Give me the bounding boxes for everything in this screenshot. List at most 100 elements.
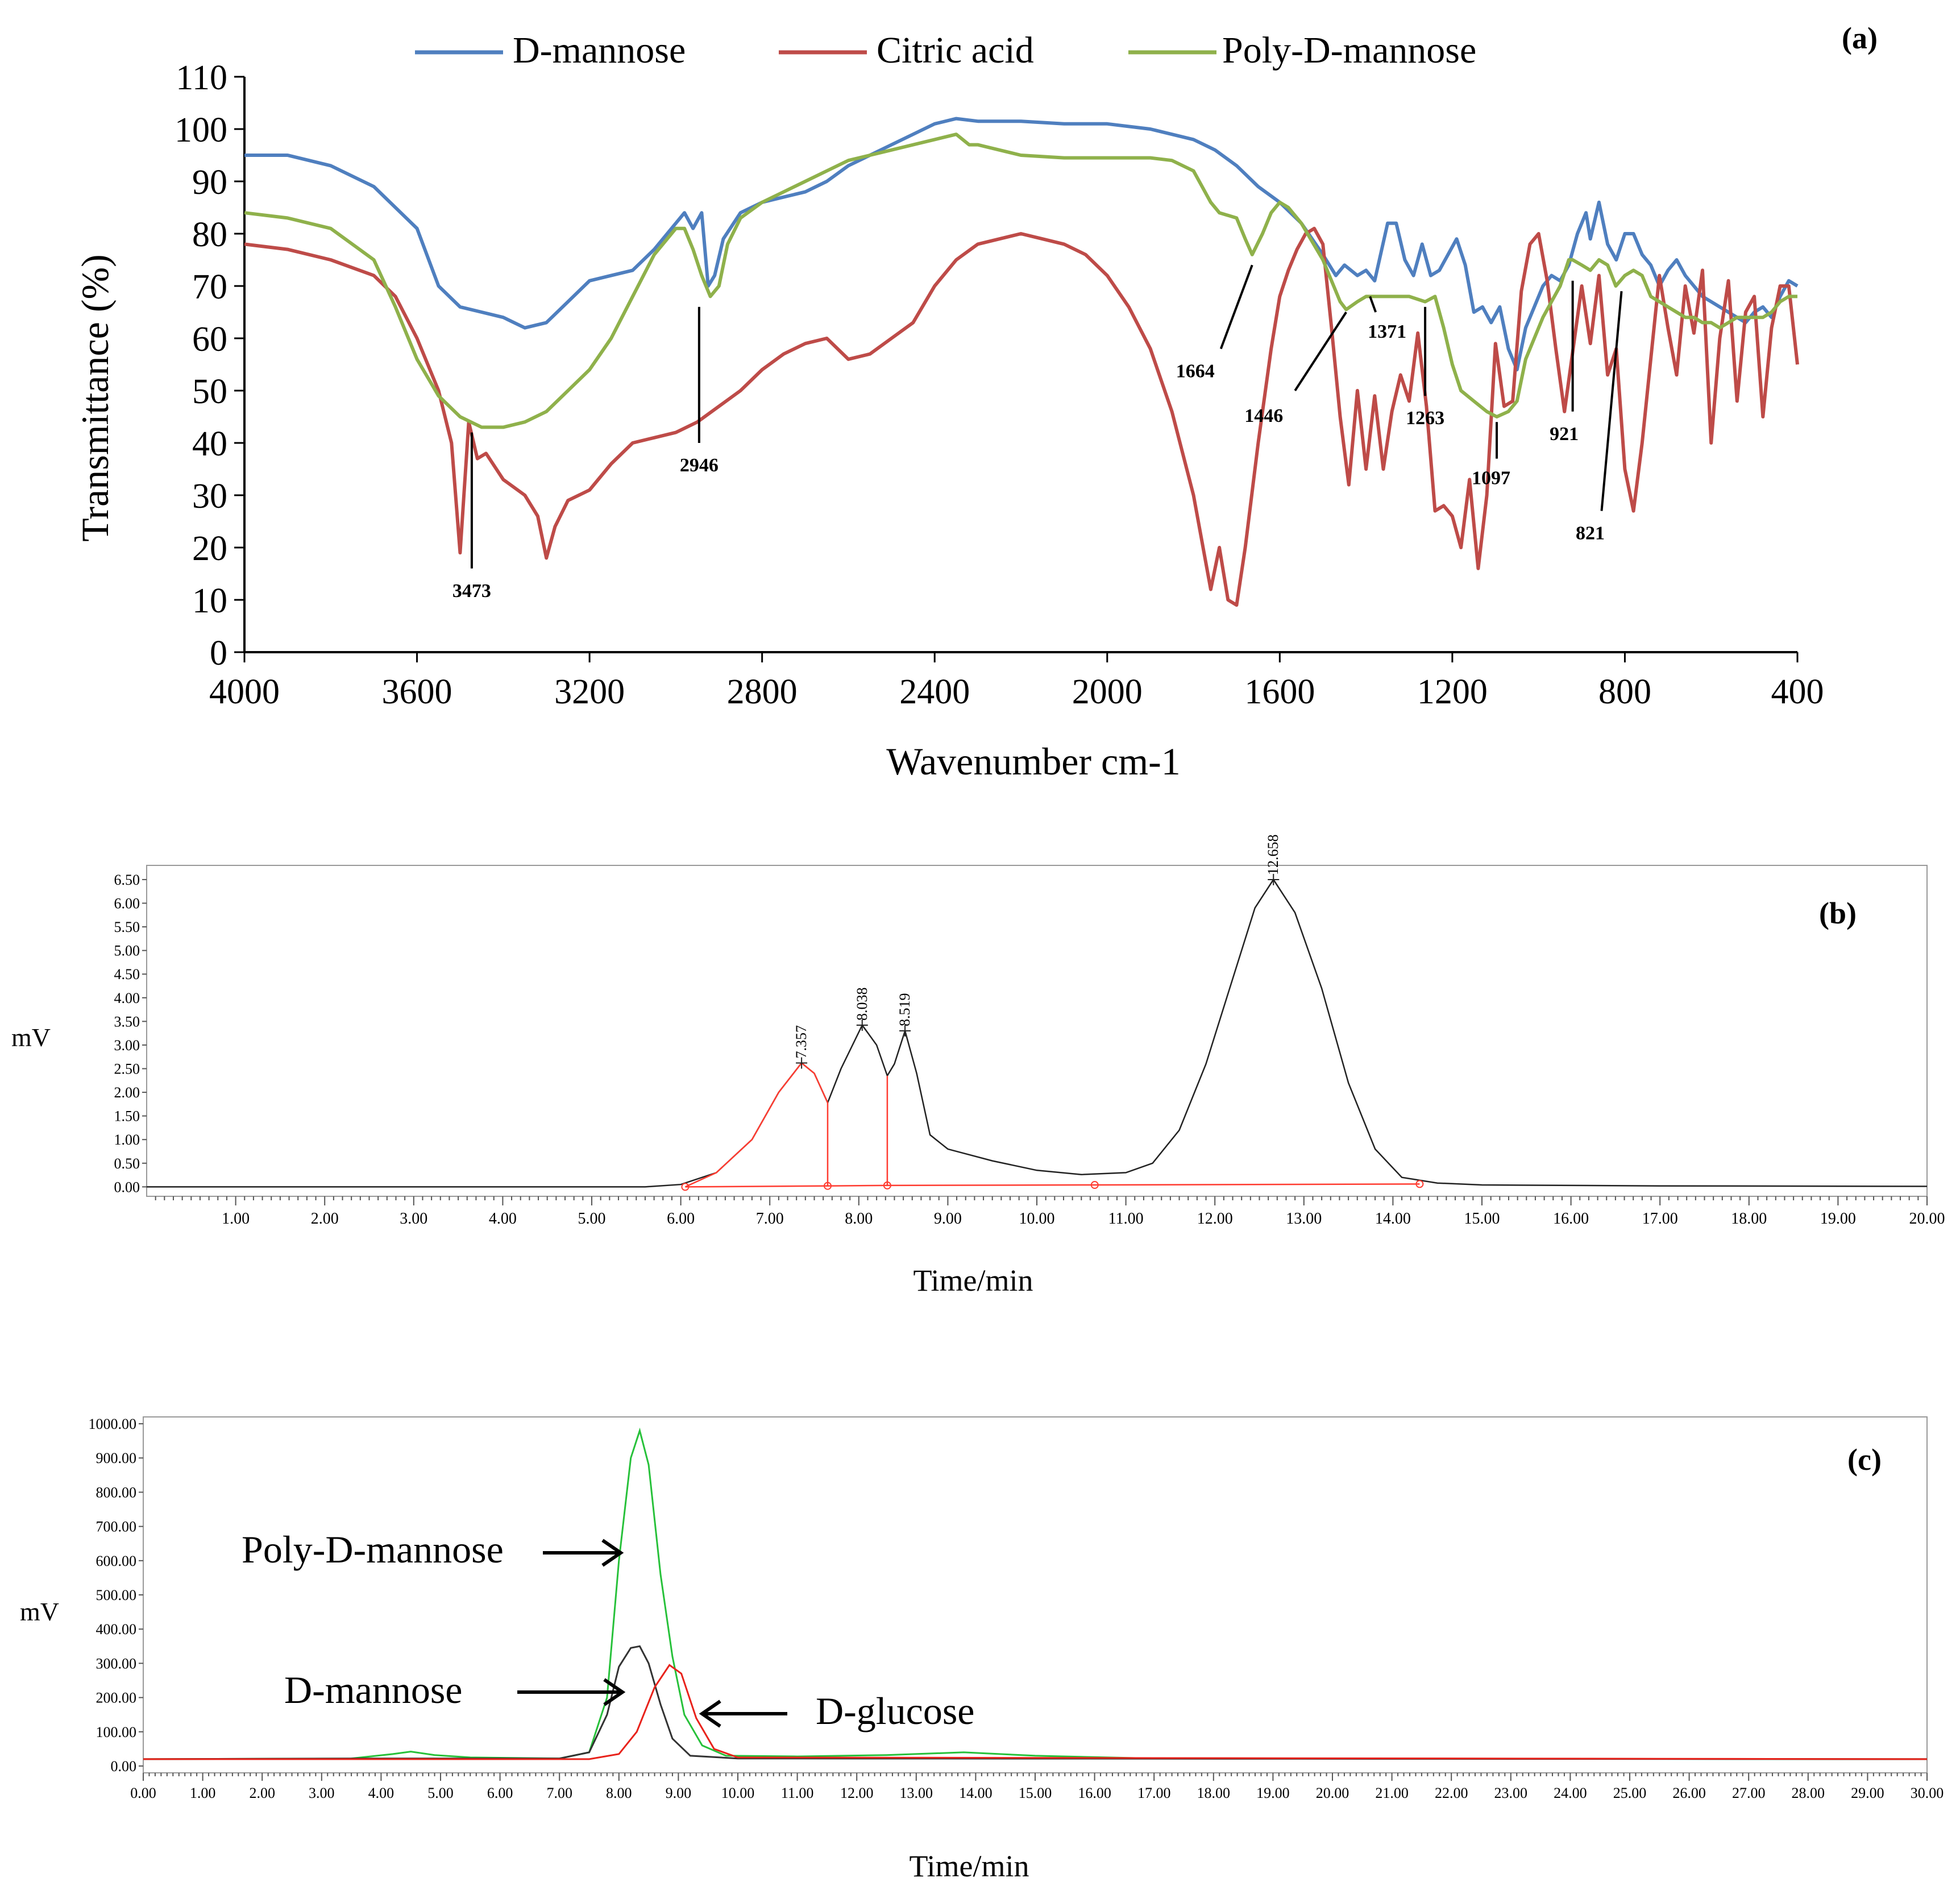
y-tick-label-b: 3.00 [114, 1037, 140, 1054]
annotation-leader-1371 [1369, 296, 1377, 313]
y-tick-label-b: 2.00 [114, 1084, 140, 1101]
x-tick-label-c: 25.00 [1613, 1785, 1647, 1801]
curve-labels-c: Poly-D-mannose D-mannose D-glucose [242, 1528, 974, 1732]
x-tick-label-a: 2400 [899, 673, 970, 711]
y-tick-label-b: 0.50 [114, 1155, 140, 1172]
x-tick-label-c: 5.00 [427, 1785, 454, 1801]
x-tick-label-c: 29.00 [1851, 1785, 1884, 1801]
x-tick-label-a: 400 [1771, 673, 1824, 711]
arrow-d-glucose-head [699, 1700, 721, 1728]
x-tick-label-a: 1200 [1417, 673, 1488, 711]
legend-label-d-mannose: D-mannose [513, 30, 686, 71]
x-tick-label-b: 5.00 [578, 1210, 606, 1228]
x-tick-label-b: 15.00 [1464, 1210, 1500, 1228]
annotations-a: 3473 2946 1664 1446 1371 1263 1097 921 821 [452, 264, 1623, 602]
x-tick-label-c: 19.00 [1256, 1785, 1290, 1801]
axes-a: 0 10 20 30 40 50 60 70 80 90 100 110 4000 3600 3200 280… [175, 59, 1824, 711]
x-tick-label-c: 30.00 [1911, 1785, 1944, 1801]
annotation-label-821: 821 [1576, 523, 1605, 544]
x-tick-label-c: 23.00 [1494, 1785, 1528, 1801]
x-tick-label-c: 28.00 [1792, 1785, 1825, 1801]
x-tick-label-b: 7.00 [756, 1210, 784, 1228]
baseline-marker [1415, 1180, 1424, 1188]
arrow-d-mannose-head [603, 1678, 626, 1706]
x-axis-label-a: Wavenumber cm-1 [886, 740, 1181, 783]
peak-label: 7.357 [793, 1025, 809, 1059]
x-tick-label-b: 10.00 [1019, 1210, 1055, 1228]
y-tick-label-a: 50 [192, 372, 227, 411]
y-tick-label-b: 6.00 [114, 896, 140, 912]
y-tick-label-a: 100 [175, 111, 227, 150]
curve-label-d-glucose: D-glucose [816, 1689, 974, 1732]
annotation-label-1371: 1371 [1368, 321, 1406, 342]
peak-label: 8.519 [896, 993, 913, 1027]
x-tick-label-c: 11.00 [781, 1785, 814, 1801]
curve-label-poly-d-mannose: Poly-D-mannose [242, 1528, 504, 1571]
y-tick-label-c: 900.00 [96, 1450, 137, 1466]
y-tick-label-b: 1.00 [114, 1131, 140, 1148]
y-tick-label-a: 10 [192, 582, 227, 620]
y-tick-label-b: 5.00 [114, 943, 140, 959]
y-tick-label-c: 0.00 [111, 1758, 137, 1775]
y-tick-label-c: 700.00 [96, 1519, 137, 1535]
x-tick-label-b: 18.00 [1731, 1210, 1767, 1228]
annotation-label-1446: 1446 [1244, 405, 1283, 426]
x-tick-label-b: 3.00 [400, 1210, 427, 1228]
annotation-leader-1446 [1294, 311, 1347, 392]
series-group-a [244, 117, 1799, 607]
x-tick-label-c: 12.00 [840, 1785, 874, 1801]
y-tick-label-a: 40 [192, 425, 227, 463]
x-tick-label-c: 15.00 [1019, 1785, 1052, 1801]
y-tick-label-c: 100.00 [96, 1724, 137, 1740]
annotation-label-921: 921 [1550, 424, 1579, 445]
y-tick-label-a: 70 [192, 268, 227, 306]
y-tick-label-a: 110 [176, 59, 227, 97]
y-tick-label-a: 30 [192, 477, 227, 516]
series-line-poly-d-mannose [244, 132, 1797, 429]
y-tick-label-c: 600.00 [96, 1553, 137, 1569]
x-axis-label-b: Time/min [913, 1263, 1033, 1298]
legend-label-citric-acid: Citric acid [877, 30, 1034, 71]
x-tick-label-c: 22.00 [1435, 1785, 1468, 1801]
x-tick-label-c: 21.00 [1375, 1785, 1409, 1801]
x-tick-label-c: 27.00 [1732, 1785, 1766, 1801]
x-tick-label-a: 2000 [1072, 673, 1143, 711]
y-tick-label-c: 800.00 [96, 1484, 137, 1500]
y-tick-label-b: 2.50 [114, 1061, 140, 1077]
x-tick-label-b: 11.00 [1108, 1210, 1144, 1228]
y-axis-label-a: Transmittance (%) [73, 254, 117, 541]
x-tick-label-c: 4.00 [368, 1785, 395, 1801]
x-tick-label-c: 14.00 [959, 1785, 993, 1801]
y-tick-label-a: 80 [192, 215, 227, 254]
x-tick-label-c: 1.00 [190, 1785, 216, 1801]
y-tick-label-c: 200.00 [96, 1690, 137, 1706]
x-tick-label-c: 18.00 [1197, 1785, 1231, 1801]
x-tick-label-a: 800 [1598, 673, 1651, 711]
x-tick-label-c: 9.00 [666, 1785, 692, 1801]
y-tick-label-b: 0.00 [114, 1179, 140, 1195]
series-line-poly-d-mannose [143, 1427, 1928, 1760]
y-tick-label-b: 4.50 [114, 966, 140, 983]
x-tick-label-c: 24.00 [1554, 1785, 1587, 1801]
x-tick-label-b: 1.00 [222, 1210, 250, 1228]
x-tick-label-c: 26.00 [1672, 1785, 1706, 1801]
x-tick-label-a: 1600 [1244, 673, 1315, 711]
y-tick-label-b: 6.50 [114, 872, 140, 888]
y-tick-label-a: 90 [192, 163, 227, 202]
x-tick-label-c: 2.00 [249, 1785, 275, 1801]
panel-label-b: (b) [1819, 896, 1857, 930]
x-tick-label-b: 8.00 [845, 1210, 873, 1228]
peak-labels-b: 7.357 8.038 8.519 12.658 [793, 834, 1281, 1069]
x-tick-label-a: 3600 [382, 673, 452, 711]
x-tick-label-c: 6.00 [487, 1785, 513, 1801]
panel-b: (b) mV 0.00 0.50 1.00 1.50 2.00 2.50 3.00 3.50 4… [11, 834, 1945, 1298]
y-tick-label-c: 400.00 [96, 1621, 137, 1638]
baseline-marker [883, 1181, 891, 1189]
x-tick-label-c: 0.00 [130, 1785, 156, 1801]
x-tick-label-b: 6.00 [667, 1210, 695, 1228]
arrow-poly-d-mannose-head [601, 1539, 624, 1567]
y-tick-label-b: 5.50 [114, 919, 140, 935]
legend-a: D-mannose Citric acid Poly-D-mannose [415, 30, 1476, 71]
annotation-label-1097: 1097 [1472, 468, 1510, 489]
